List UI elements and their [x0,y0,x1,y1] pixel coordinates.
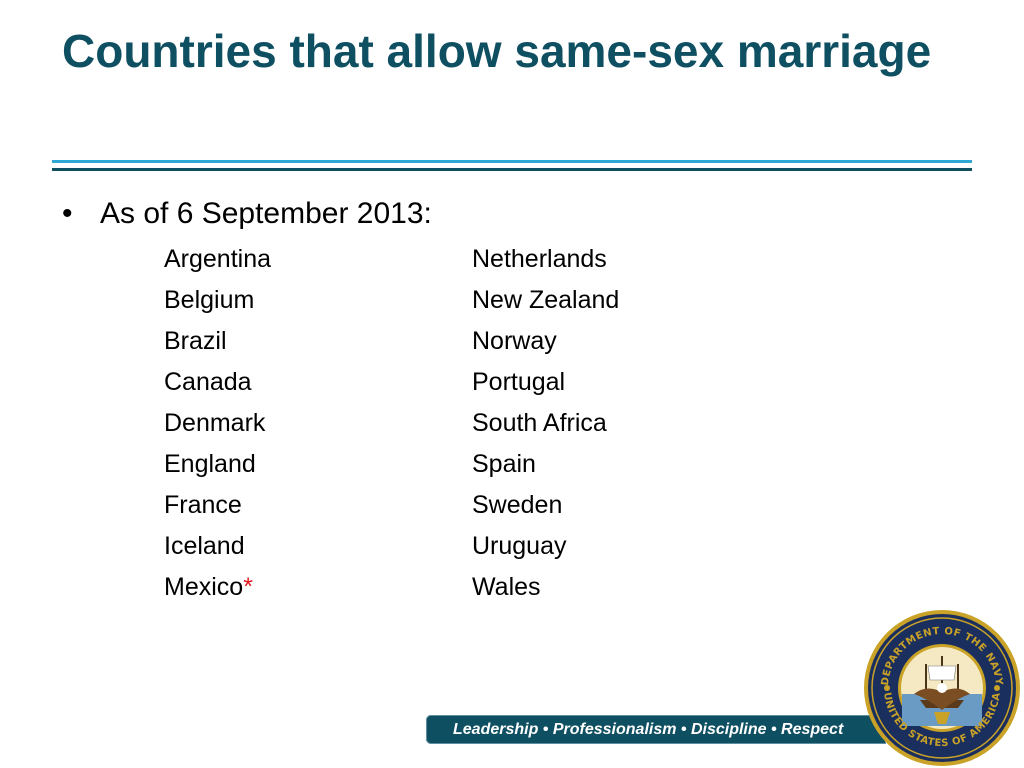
country-item: Argentina [164,245,272,273]
country-item: Spain [472,450,536,478]
bullet-marker: • [62,197,73,230]
country-item: Brazil [164,327,227,355]
title-divider-dark [52,168,972,171]
country-item: Iceland [164,532,245,560]
footnote-asterisk: * [243,573,253,601]
country-item: New Zealand [472,286,620,314]
footer-motto: Leadership • Professionalism • Disciplin… [453,721,844,738]
slide-title: Countries that allow same-sex marriage [62,25,932,77]
title-divider-light [52,160,972,163]
navy-seal-logo: DEPARTMENT OF THE NAVY UNITED STATES OF … [864,610,1020,766]
footer-banner [426,715,886,744]
country-item-mexico: Mexico* [164,570,271,611]
country-item: Belgium [164,286,255,314]
country-item: South Africa [472,409,607,437]
country-item: Denmark [164,409,266,437]
country-item: Netherlands [472,245,607,273]
country-item: Uruguay [472,532,567,560]
country-item: Portugal [472,368,566,396]
country-item: France [164,491,242,519]
country-item: Norway [472,327,557,355]
bullet-item: • As of 6 September 2013: [62,196,432,232]
country-item: Canada [164,368,252,396]
country-name: Mexico [164,573,244,601]
country-item: England [164,450,256,478]
country-item: Wales [472,573,541,601]
country-item: Sweden [472,491,563,519]
country-list-right: Netherlands New Zealand Norway Portugal … [472,242,619,611]
country-list-left: Argentina Belgium Brazil Canada Denmark … [164,242,271,611]
bullet-text: As of 6 September 2013: [100,197,432,230]
